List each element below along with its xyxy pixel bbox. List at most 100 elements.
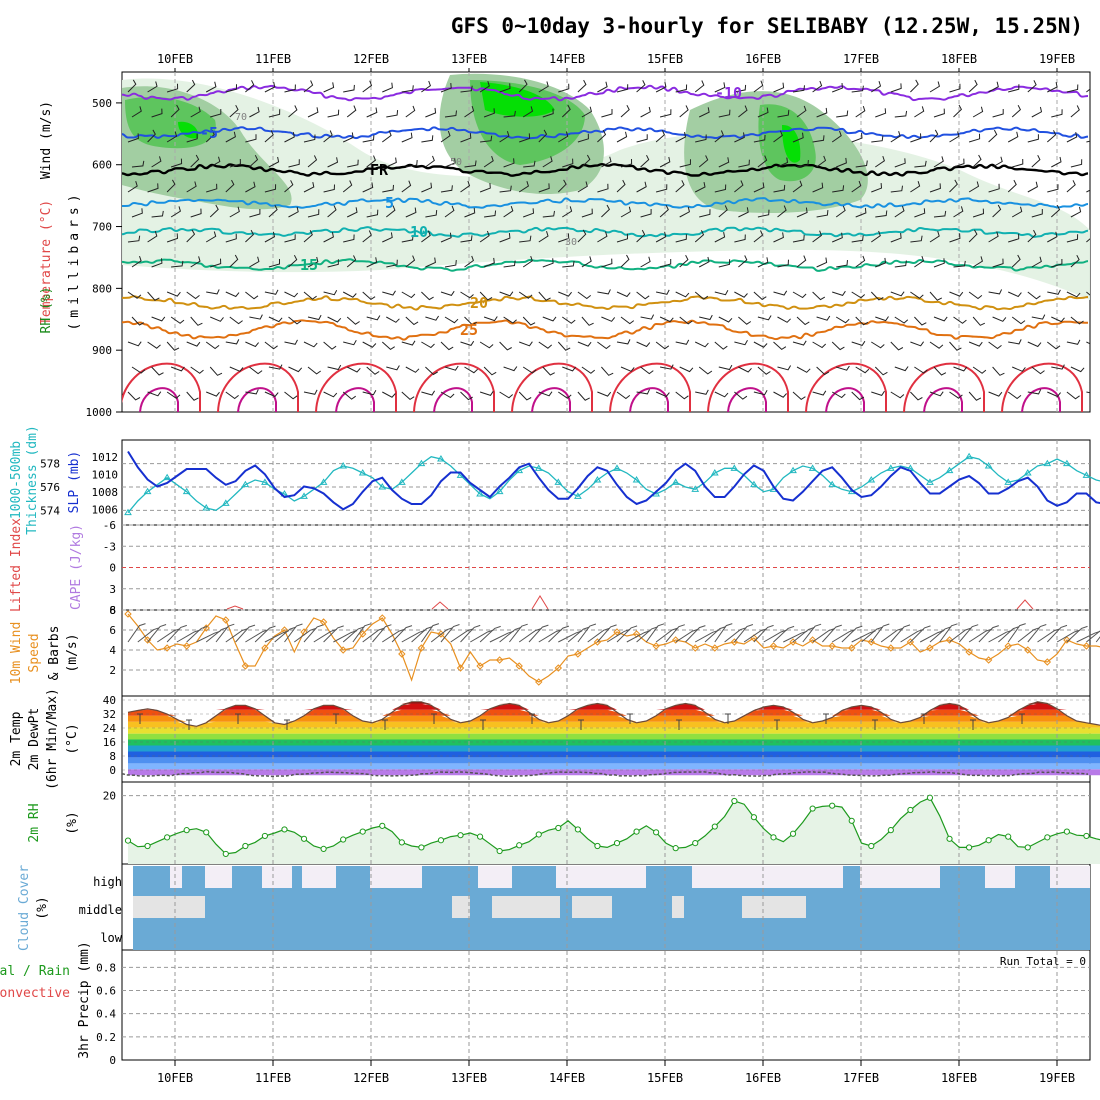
surface-barb-56 xyxy=(675,628,699,643)
rh-shading xyxy=(122,73,1090,300)
wind-barb-276 xyxy=(542,210,555,218)
wind-barb-353 xyxy=(1047,231,1058,243)
wind-barb-238 xyxy=(792,180,803,193)
temp-tick-40: 40 xyxy=(103,694,116,707)
wind-barb-397 xyxy=(914,255,925,268)
cloud-clear-high-7 xyxy=(692,866,843,888)
wind-barb-565 xyxy=(209,366,223,376)
rh2m-point-14 xyxy=(261,832,269,840)
wind-barb-222 xyxy=(479,183,491,193)
wind-barb-437 xyxy=(694,291,709,300)
wind-barb-378 xyxy=(542,258,554,268)
thickness-point-20 xyxy=(319,478,328,485)
wind-barb-542 xyxy=(753,341,768,348)
rh2m-point-82 xyxy=(926,794,934,801)
wind-barb-25 xyxy=(616,84,629,93)
wind-barb-403 xyxy=(1031,256,1042,268)
rh2m-point-4 xyxy=(164,834,171,841)
wind-barb-51 xyxy=(131,106,142,118)
wind-barb-104 xyxy=(166,131,178,143)
upper-tick-label-600: 600 xyxy=(92,159,112,172)
rh2m-point-52 xyxy=(633,828,640,835)
wind-barb-93 xyxy=(953,104,963,118)
wind-barb-557 xyxy=(1046,341,1061,350)
temp-band-6 xyxy=(128,733,1100,740)
surface-barb-57 xyxy=(685,625,706,643)
wind-barb-271 xyxy=(444,205,455,218)
upper-wind-barbs xyxy=(127,79,1100,401)
wind-barb-267 xyxy=(366,209,379,218)
minmax-whisker-17 xyxy=(970,719,976,730)
wind-barb-605 xyxy=(992,366,1005,376)
wind-barb-366 xyxy=(307,256,319,268)
wind-barb-344 xyxy=(871,230,881,243)
wind-barb-614 xyxy=(166,391,181,399)
wind-barb-183 xyxy=(718,157,730,168)
cloud-label-1: Cloud Cover xyxy=(17,865,32,951)
thickness-label-2: Thickness (dm) xyxy=(25,425,40,535)
thickness-point-76 xyxy=(867,476,876,483)
wind-barb-241 xyxy=(851,180,862,193)
wind-speed-point-68 xyxy=(789,638,797,646)
wind-barb-66 xyxy=(425,107,437,118)
surface-barb-29 xyxy=(411,626,433,643)
rh2m-point-20 xyxy=(320,845,327,852)
wind-barb-577 xyxy=(444,365,459,371)
wind-barb-498 xyxy=(894,316,909,324)
thickness-point-58 xyxy=(691,485,700,492)
rh2m-point-48 xyxy=(594,842,601,850)
temp-band-12 xyxy=(128,701,1100,704)
wind-barb-574 xyxy=(386,365,400,371)
isotherm-label-3: 5 xyxy=(385,194,394,212)
minmax-whisker-8 xyxy=(529,713,535,724)
temp-tick-32: 32 xyxy=(103,708,116,721)
wind-barb-167 xyxy=(405,160,418,168)
wind-barb-192 xyxy=(894,158,906,168)
wind-barb-635 xyxy=(577,391,590,401)
date-bottom-2: 12FEB xyxy=(353,1071,389,1085)
surface-barb-1 xyxy=(137,627,160,643)
thickness-point-72 xyxy=(828,480,837,488)
wind-barb-591 xyxy=(718,364,733,371)
wind-barb-201 xyxy=(1070,159,1083,168)
surface-barb-33 xyxy=(450,628,474,643)
wind-barb-455 xyxy=(1047,289,1061,295)
minmax-whisker-18 xyxy=(1019,713,1025,724)
wind-barb-631 xyxy=(499,391,514,399)
wind-barb-125 xyxy=(577,133,589,143)
thickness-point-96 xyxy=(1062,459,1071,467)
wind-barb-590 xyxy=(698,366,713,375)
wind-barb-592 xyxy=(738,366,752,373)
wind-barb-302 xyxy=(1050,204,1061,218)
surface-barb-15 xyxy=(274,626,297,643)
wind-barb-449 xyxy=(929,291,943,301)
cloud-level-high: high xyxy=(93,875,122,889)
wind-barb-608 xyxy=(1051,364,1065,370)
surface-barb-76 xyxy=(870,623,890,643)
isotherm-line-0 xyxy=(122,84,1089,102)
wind-barb-221 xyxy=(460,180,471,193)
wind-barb-249 xyxy=(1007,179,1017,193)
wind-speed-point-86 xyxy=(965,648,973,656)
loop-outer-1 xyxy=(217,362,299,412)
wind-barb-650 xyxy=(871,390,885,396)
wind-barb-301 xyxy=(1031,209,1043,218)
wind-barb-552 xyxy=(949,341,962,351)
wind-barb-547 xyxy=(851,340,866,346)
wind-barb-412 xyxy=(206,289,220,295)
isotherm-line-5 xyxy=(122,258,1089,272)
wind-barb-130 xyxy=(675,132,687,143)
wind-barb-309 xyxy=(186,229,196,243)
wind-barb-122 xyxy=(519,133,531,143)
surface-barb-25 xyxy=(372,624,392,643)
wind-speed-point-40 xyxy=(515,662,523,670)
wind-barb-361 xyxy=(210,258,222,268)
wind-barb-262 xyxy=(268,204,278,218)
wind-barb-536 xyxy=(636,341,651,348)
surface-barb-94 xyxy=(1046,624,1068,643)
rh2m-point-8 xyxy=(203,829,210,836)
wind-barb-46 xyxy=(1027,80,1037,93)
wind-barb-406 xyxy=(1090,257,1100,267)
wind-barb-287 xyxy=(757,209,770,218)
wind-barb-40 xyxy=(910,79,919,93)
